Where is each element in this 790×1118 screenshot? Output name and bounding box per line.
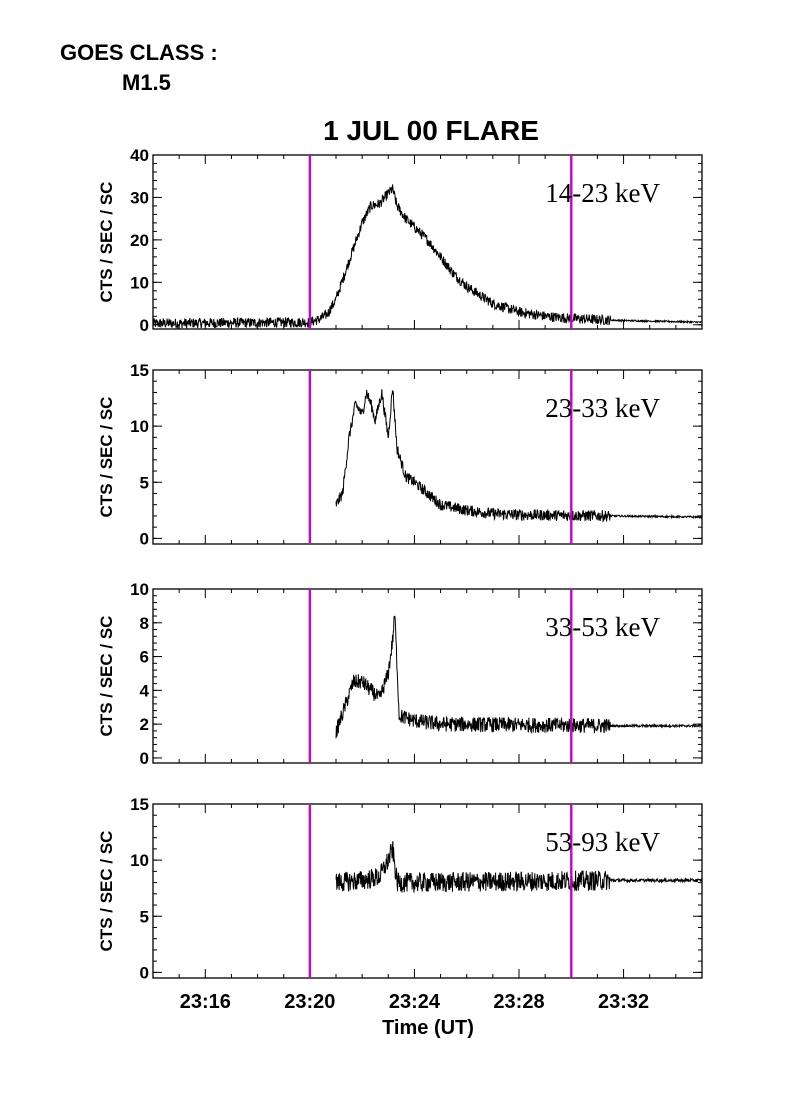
y-tick-label: 0	[140, 963, 149, 982]
y-tick-label: 10	[130, 851, 149, 870]
panel-frame	[152, 154, 703, 330]
panel-frame	[152, 588, 703, 764]
series-line-4-1	[335, 840, 703, 893]
series-line-2-1	[335, 389, 703, 523]
x-tick-label: 23:16	[180, 991, 231, 1013]
x-axis: 23:16 23:20 23:24 23:28 23:32	[180, 991, 649, 1013]
y-tick-label: 20	[130, 231, 149, 250]
y-tick-label: 0	[140, 316, 149, 335]
y-tick-label: 10	[130, 580, 149, 599]
x-tick-label: 23:28	[493, 991, 544, 1013]
y-tick-label: 6	[140, 648, 149, 667]
x-tick-label: 23:32	[598, 991, 649, 1013]
y-axis-label: CTS / SEC / SC	[97, 397, 116, 518]
goes-class-value: M1.5	[122, 70, 171, 95]
band-label: 53-93 keV	[545, 827, 660, 857]
goes-class-caption: GOES CLASS :	[60, 40, 218, 65]
y-tick-label: 40	[130, 146, 149, 165]
y-tick-label: 10	[130, 273, 149, 292]
y-axis-label: CTS / SEC / SC	[97, 831, 116, 952]
y-tick-label: 5	[140, 907, 149, 926]
panel-3: 0 2 4 6 8 10 CTS / SEC / SC 33-53 keV	[97, 580, 703, 768]
panel-frame	[152, 803, 703, 979]
band-label: 23-33 keV	[545, 393, 660, 423]
x-tick-label: 23:20	[284, 991, 335, 1013]
goes-class-label: GOES CLASS : M1.5	[60, 38, 218, 98]
y-tick-label: 15	[130, 361, 149, 380]
x-axis-label: Time (UT)	[382, 1017, 474, 1039]
band-label: 14-23 keV	[545, 178, 660, 208]
y-tick-label: 0	[140, 749, 149, 768]
y-tick-label: 4	[140, 681, 150, 700]
x-tick-label: 23:24	[389, 991, 441, 1013]
y-tick-label: 10	[130, 417, 149, 436]
chart-title: 1 JUL 00 FLARE	[323, 115, 539, 146]
y-tick-label: 30	[130, 188, 149, 207]
series-line-1-1	[152, 184, 702, 329]
y-tick-label: 0	[140, 529, 149, 548]
y-tick-label: 5	[140, 473, 149, 492]
series-line-3-1	[335, 615, 703, 739]
panel-2: 0 5 10 15 CTS / SEC / SC 23-33 keV	[97, 361, 703, 548]
y-axis-label: CTS / SEC / SC	[97, 182, 116, 303]
panel-frame	[152, 369, 703, 545]
y-tick-label: 8	[140, 614, 149, 633]
panel-4: 0 5 10 15 CTS / SEC / SC 53-93 keV	[97, 795, 703, 982]
band-label: 33-53 keV	[545, 612, 660, 642]
y-tick-label: 15	[130, 795, 149, 814]
panel-1: 0 10 20 30 40 CTS / SEC / SC 14-23 keV	[97, 146, 703, 335]
y-tick-label: 2	[140, 715, 149, 734]
y-axis-label: CTS / SEC / SC	[97, 616, 116, 737]
